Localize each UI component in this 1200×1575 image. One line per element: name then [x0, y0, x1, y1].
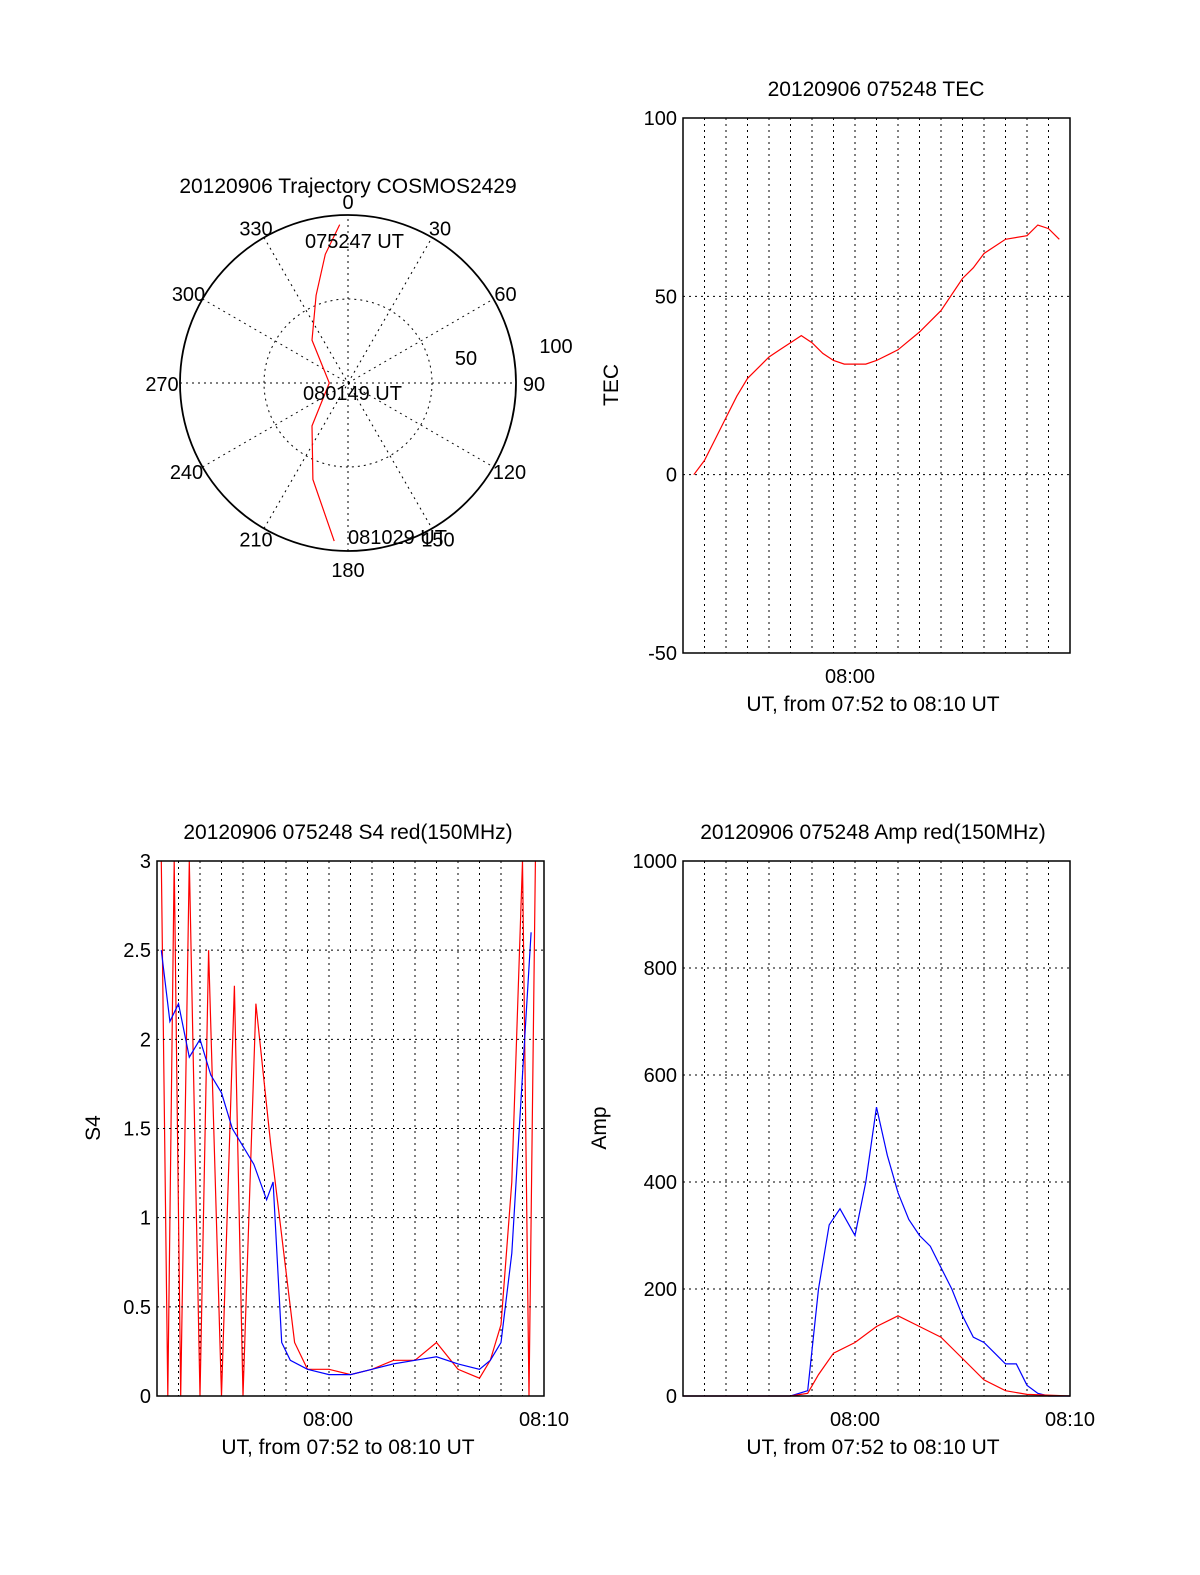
- trajectory-panel: 20120906 Trajectory COSMOS2429 0 30 60 90 12…: [145, 175, 572, 582]
- polar-azimuth-label: 90: [523, 374, 545, 396]
- s4-x-tick-label-0810: 08:10: [519, 1409, 569, 1431]
- y-tick-label: 100: [644, 108, 677, 130]
- y-tick-label: 1000: [633, 851, 678, 873]
- y-tick-label: 400: [644, 1172, 677, 1194]
- s4-y-axis-label: S4: [82, 1115, 105, 1141]
- amp-plot-frame: [682, 860, 1071, 1397]
- y-tick-label: 0.5: [123, 1297, 151, 1319]
- s4-panel: 20120906 075248 S4 red(150MHz) 3 2.5 2 1.5 1…: [82, 821, 569, 1459]
- polar-azimuth-label: 120: [493, 462, 526, 484]
- trajectory-mid-time: 080149 UT: [303, 383, 402, 405]
- amp-y-ticks: 1000 800 600 400 200 0: [633, 851, 1070, 1408]
- y-tick-label: 800: [644, 958, 677, 980]
- y-tick-label: 50: [655, 286, 677, 308]
- polar-azimuth-label: 60: [494, 284, 516, 306]
- y-tick-label: -50: [648, 643, 677, 665]
- y-tick-label: 0: [140, 1386, 151, 1408]
- tec-x-tick-label: 08:00: [825, 666, 875, 688]
- polar-azimuth-labels: 0 30 60 90 120 150 180 210 240 270 300 330: [145, 192, 545, 582]
- y-tick-label: 600: [644, 1065, 677, 1087]
- amp-y-axis-label: Amp: [588, 1106, 611, 1149]
- y-tick-label: 0: [666, 1386, 677, 1408]
- y-tick-label: 2.5: [123, 940, 151, 962]
- tec-y-ticks: 100 50 0 -50: [644, 108, 1070, 665]
- amp-title: 20120906 075248 Amp red(150MHz): [700, 821, 1046, 844]
- trajectory-start-time: 075247 UT: [305, 231, 404, 253]
- polar-radius-label-50: 50: [455, 348, 477, 370]
- amp-x-tick-label-0800: 08:00: [830, 1409, 880, 1431]
- s4-x-tick-label-0800: 08:00: [303, 1409, 353, 1431]
- y-tick-label: 1: [140, 1208, 151, 1230]
- polar-azimuth-label: 270: [145, 374, 178, 396]
- amp-x-tick-label-0810: 08:10: [1045, 1409, 1095, 1431]
- s4-series-blue-line: [160, 932, 532, 1376]
- tec-y-axis-label: TEC: [600, 364, 623, 406]
- polar-azimuth-label: 180: [331, 560, 364, 582]
- polar-azimuth-label: 0: [342, 192, 353, 214]
- polar-spokes: [180, 215, 516, 551]
- polar-azimuth-label: 30: [429, 219, 451, 241]
- y-tick-label: 3: [140, 851, 151, 873]
- y-tick-label: 2: [140, 1029, 151, 1051]
- polar-radius-label-100: 100: [539, 336, 572, 358]
- s4-x-axis-label: UT, from 07:52 to 08:10 UT: [221, 1436, 474, 1459]
- s4-y-ticks: 3 2.5 2 1.5 1 0.5 0: [123, 851, 544, 1408]
- polar-azimuth-label: 300: [172, 284, 205, 306]
- polar-azimuth-label: 330: [239, 219, 272, 241]
- y-tick-label: 1.5: [123, 1119, 151, 1141]
- amp-series-blue-line: [683, 1106, 1070, 1397]
- tec-x-axis-label: UT, from 07:52 to 08:10 UT: [746, 693, 999, 716]
- tec-plot-frame: [682, 117, 1071, 654]
- polar-azimuth-label: 150: [421, 529, 454, 551]
- amp-x-axis-label: UT, from 07:52 to 08:10 UT: [746, 1436, 999, 1459]
- trajectory-title: 20120906 Trajectory COSMOS2429: [179, 175, 516, 198]
- tec-grid: [704, 118, 1049, 653]
- tec-series-line: [693, 224, 1060, 476]
- trajectory-end-time: 081029 UT: [348, 527, 447, 549]
- amp-series-red-line: [683, 1315, 1071, 1397]
- amp-grid: [704, 861, 1049, 1396]
- polar-azimuth-label: 240: [170, 462, 203, 484]
- trajectory-track: [311, 224, 341, 542]
- tec-title: 20120906 075248 TEC: [768, 78, 985, 101]
- amp-panel: 20120906 075248 Amp red(150MHz) 1000 800 6…: [588, 821, 1095, 1459]
- y-tick-label: 0: [666, 465, 677, 487]
- polar-spoke: [263, 237, 433, 529]
- s4-title: 20120906 075248 S4 red(150MHz): [183, 821, 512, 844]
- tec-panel: 20120906 075248 TEC 100 50 0 -50 08:00 UT, …: [600, 78, 1071, 716]
- y-tick-label: 200: [644, 1279, 677, 1301]
- polar-azimuth-label: 210: [239, 529, 272, 551]
